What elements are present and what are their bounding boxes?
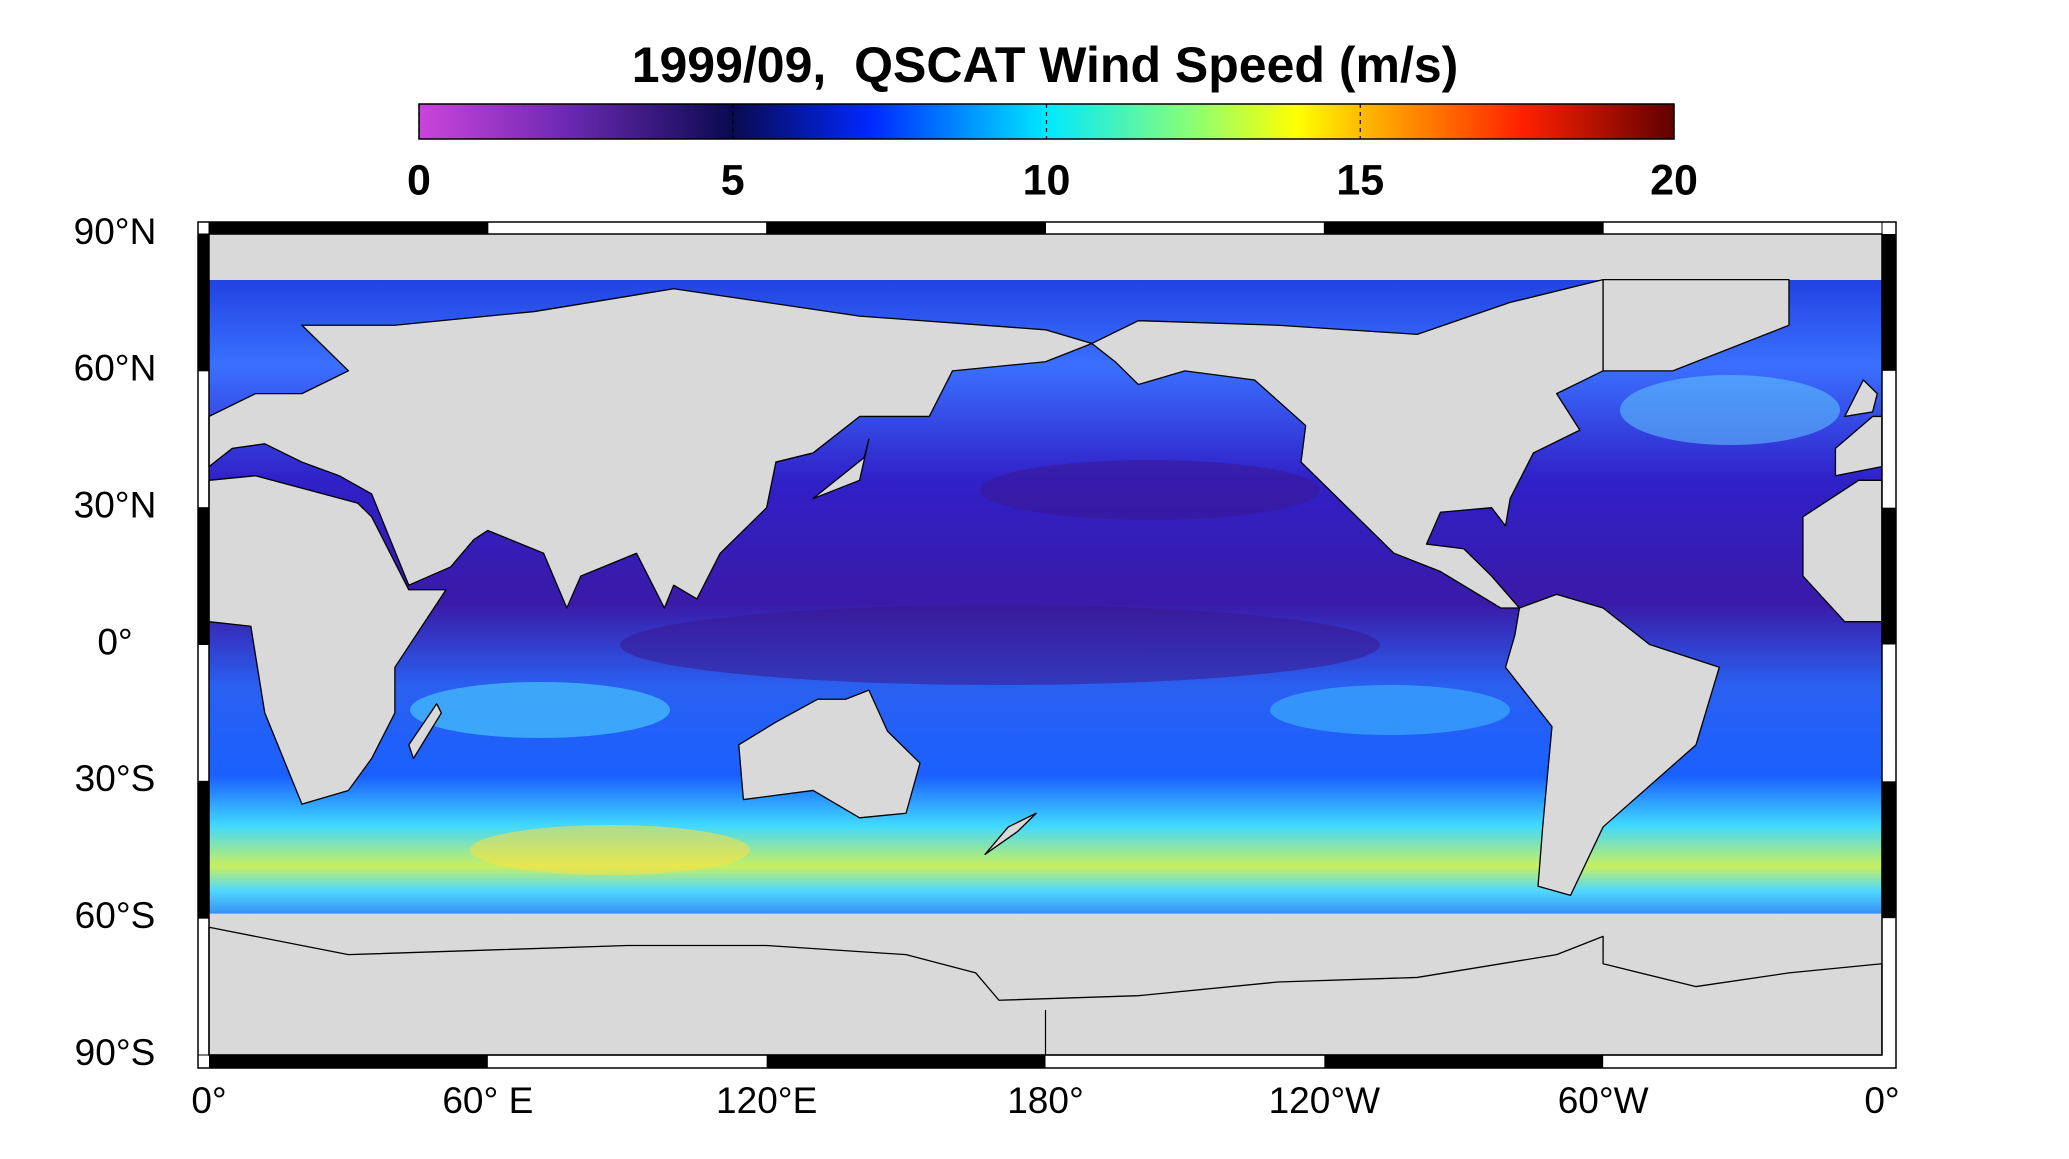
frame-segment [209, 222, 488, 234]
colorbar-tick-label: 0 [407, 156, 431, 204]
x-tick-label: 0° [191, 1080, 226, 1121]
colorbar-tick-label: 10 [1023, 156, 1071, 204]
x-tick-label: 120°W [1269, 1080, 1381, 1121]
frame-segment [1882, 507, 1896, 645]
frame-segment [1882, 234, 1896, 371]
colorbar-tick-label: 20 [1650, 156, 1698, 204]
y-tick-label: 60°N [74, 348, 157, 389]
coastlines [209, 234, 1882, 1055]
y-tick-label: 30°N [74, 484, 157, 525]
y-tick-label: 0° [97, 621, 132, 662]
y-tick-label: 90°N [74, 211, 157, 252]
frame-segment [1324, 222, 1604, 234]
frame-segment [209, 1055, 488, 1068]
map-border [208, 233, 1883, 1056]
frame-segment [198, 234, 209, 371]
wind-features [410, 375, 1840, 875]
frame-segment [198, 507, 209, 645]
y-tick-label: 90°S [75, 1032, 156, 1073]
x-tick-label: 120°E [716, 1080, 817, 1121]
title: 1999/09, QSCAT Wind Speed (m/s) [632, 37, 1459, 93]
x-tick-label: 60° E [442, 1080, 533, 1121]
x-tick-label: 0° [1864, 1080, 1899, 1121]
frame-segment [766, 222, 1046, 234]
frame-segment [1882, 781, 1896, 919]
y-tick-label: 60°S [75, 895, 156, 936]
frame-segment [198, 781, 209, 919]
y-tick-label: 30°S [75, 758, 156, 799]
colorbar-tick-label: 5 [721, 156, 745, 204]
x-tick-label: 60°W [1558, 1080, 1649, 1121]
frame-segment [766, 1055, 1046, 1068]
colorbar-tick-label: 15 [1336, 156, 1384, 204]
frame-segment [1324, 1055, 1604, 1068]
x-tick-label: 180° [1007, 1080, 1084, 1121]
